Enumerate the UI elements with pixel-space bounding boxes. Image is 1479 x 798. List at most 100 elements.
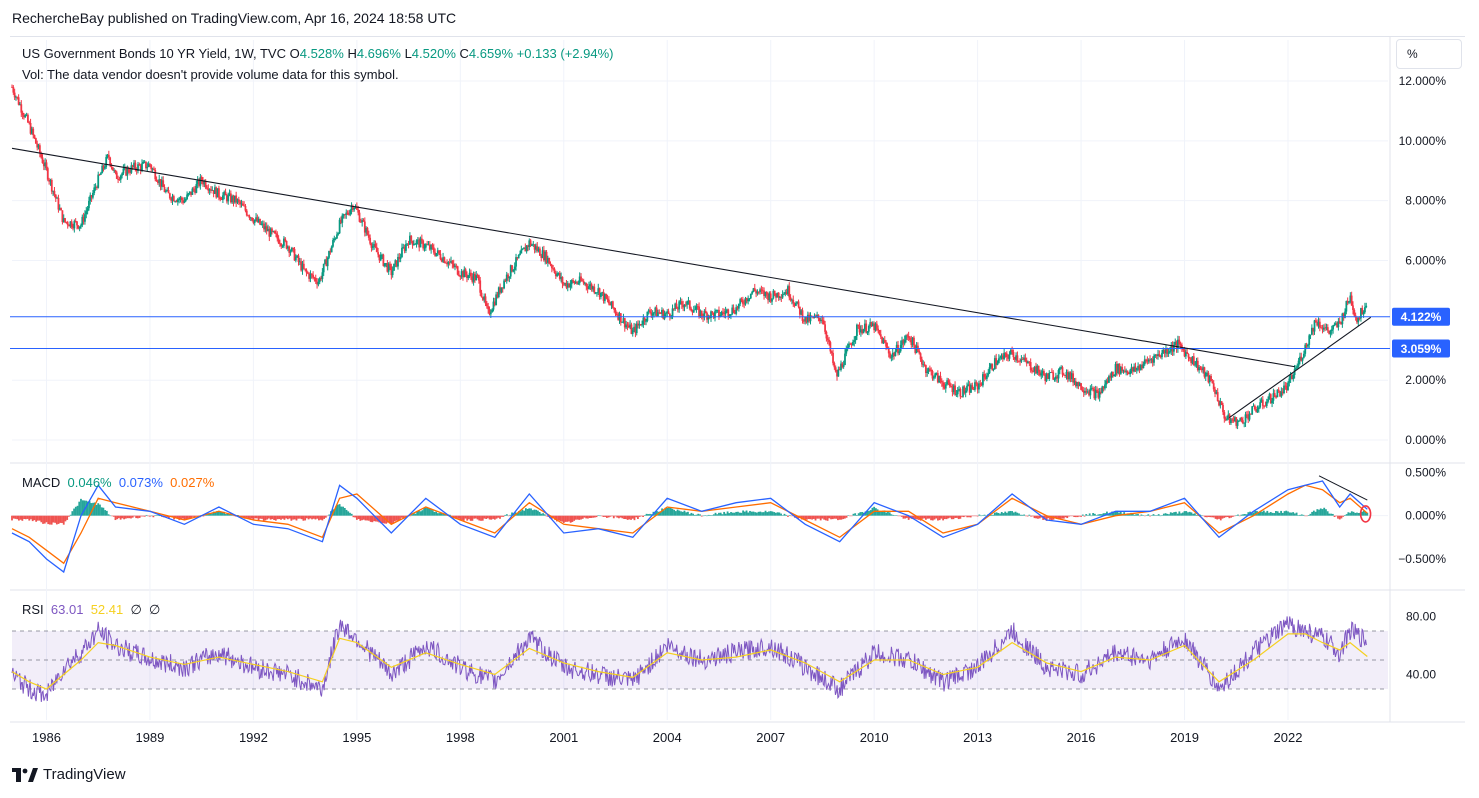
price-candle: [160, 180, 163, 187]
price-candle: [881, 336, 884, 344]
price-candle: [983, 374, 986, 377]
macd-histogram-bar: [1349, 512, 1351, 516]
price-candle: [294, 257, 297, 261]
price-candle: [594, 292, 597, 294]
price-candle: [727, 309, 730, 316]
macd-histogram-bar: [904, 515, 907, 519]
unit-toggle-button[interactable]: %: [1396, 39, 1462, 69]
macd-histogram-bar: [790, 515, 793, 517]
price-candle: [919, 353, 922, 360]
price-candle: [249, 217, 252, 219]
price-candle: [982, 374, 984, 386]
macd-histogram-bar: [1206, 515, 1208, 518]
macd-histogram-bar: [1066, 515, 1069, 519]
macd-histogram-bar: [1354, 512, 1357, 516]
macd-histogram-bar: [1123, 512, 1126, 516]
price-candle: [1194, 364, 1197, 366]
macd-histogram-bar: [118, 515, 120, 519]
price-candle: [1126, 370, 1129, 373]
macd-histogram-bar: [854, 513, 857, 516]
macd-histogram-bar: [597, 515, 600, 516]
price-candle: [699, 310, 702, 317]
macd-histogram-bar: [1362, 510, 1365, 516]
price-candle: [700, 310, 703, 317]
macd-histogram-bar: [935, 515, 938, 519]
macd-histogram-bar: [350, 513, 353, 516]
price-candle: [927, 368, 930, 372]
price-candle: [512, 269, 515, 272]
price-candle: [901, 340, 903, 345]
price-candle: [783, 294, 785, 295]
price-candle: [54, 194, 57, 199]
macd-histogram-bar: [968, 515, 970, 518]
macd-histogram-bar: [280, 515, 282, 520]
price-candle: [763, 290, 765, 296]
macd-histogram-bar: [852, 513, 855, 516]
price-candle: [1009, 350, 1012, 355]
price-candle: [1066, 371, 1069, 380]
price-candle: [129, 172, 131, 173]
macd-histogram-bar: [1157, 514, 1160, 516]
macd-histogram-bar: [33, 515, 36, 521]
macd-histogram-bar: [595, 515, 598, 518]
price-candle: [1165, 349, 1167, 354]
price-candle: [569, 284, 572, 288]
macd-histogram-bar: [1211, 515, 1214, 518]
price-candle: [816, 314, 819, 317]
price-candle: [597, 288, 600, 293]
price-candle: [614, 309, 617, 314]
symbol-legend[interactable]: US Government Bonds 10 YR Yield, 1W, TVC…: [22, 46, 613, 61]
close-label: C: [459, 46, 469, 61]
price-candle: [346, 212, 349, 215]
price-candle: [1256, 409, 1259, 412]
macd-histogram-bar: [112, 515, 115, 517]
price-candle: [176, 199, 179, 202]
price-candle: [348, 214, 350, 215]
macd-histogram-bar: [752, 511, 755, 516]
macd-histogram-bar: [1030, 515, 1032, 517]
macd-legend[interactable]: MACD 0.046% 0.073% 0.027%: [22, 475, 214, 490]
price-candle: [44, 162, 47, 167]
macd-histogram-bar: [1187, 512, 1189, 516]
price-candle: [503, 280, 505, 289]
price-candle: [428, 244, 431, 250]
price-candle: [379, 254, 382, 261]
price-candle: [1057, 370, 1060, 379]
price-candle: [306, 272, 309, 274]
price-candle: [513, 266, 516, 270]
price-candle: [322, 263, 325, 273]
price-candle: [28, 122, 31, 124]
price-candle: [389, 263, 391, 267]
macd-histogram-bar: [954, 515, 957, 518]
price-candle: [580, 276, 582, 281]
macd-hist-value: 0.046%: [67, 475, 112, 490]
price-candle: [967, 384, 970, 386]
macd-histogram-bar: [940, 515, 943, 519]
price-candle: [898, 351, 901, 354]
price-candle: [220, 199, 223, 200]
macd-histogram-bar: [466, 515, 469, 521]
price-candle: [470, 272, 472, 277]
macd-histogram-bar: [1092, 513, 1095, 516]
price-candle: [212, 190, 215, 194]
price-candle: [358, 212, 361, 222]
price-candle: [381, 254, 383, 256]
price-candle: [383, 263, 386, 266]
price-candle: [1145, 359, 1147, 361]
price-candle: [542, 250, 545, 261]
price-candle: [1125, 370, 1128, 372]
price-candle: [276, 233, 279, 239]
price-candle: [741, 300, 744, 304]
tradingview-logo[interactable]: TradingView: [12, 766, 126, 783]
price-candle: [704, 310, 707, 314]
macd-histogram-bar: [576, 515, 579, 520]
price-candle: [126, 168, 129, 176]
price-candle: [1163, 349, 1166, 354]
macd-histogram-bar: [311, 515, 313, 520]
price-candle: [359, 221, 362, 223]
macd-histogram-bar: [250, 515, 253, 519]
macd-histogram-bar: [1006, 512, 1008, 516]
rsi-legend[interactable]: RSI 63.01 52.41 ∅ ∅: [22, 602, 160, 618]
price-candle: [724, 310, 727, 315]
